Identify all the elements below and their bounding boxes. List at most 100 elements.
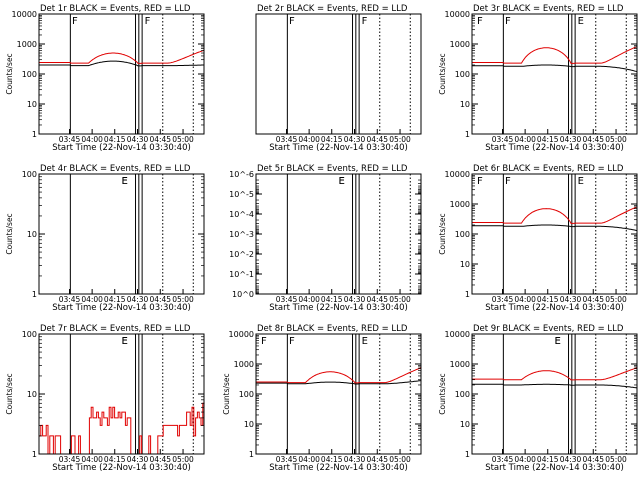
flag-marker: F [289, 16, 295, 27]
series-line [39, 402, 205, 455]
flag-marker: F [122, 336, 128, 347]
y-tick-label: 100 [239, 390, 254, 399]
x-tick-label: 04:00 [81, 455, 103, 464]
y-tick-label: 1000 [17, 40, 37, 49]
flag-marker: F [261, 336, 267, 347]
x-axis-label: Start Time (22-Nov-14 03:30:40) [485, 463, 624, 473]
x-tick-label: 04:00 [81, 295, 103, 304]
flag-marker: F [555, 336, 561, 347]
x-tick-label: 04:30 [127, 135, 149, 144]
y-tick-label: 1 [465, 290, 470, 299]
x-tick-label: 04:15 [321, 135, 343, 144]
flag-marker: E [122, 336, 128, 347]
series-line [256, 380, 422, 385]
x-tick-label: 04:15 [104, 455, 126, 464]
x-tick-label: 04:30 [344, 135, 366, 144]
x-axis-label: Start Time (22-Nov-14 03:30:40) [485, 303, 624, 313]
y-tick-label: 1 [32, 290, 37, 299]
plot-frame [38, 173, 205, 295]
flag-marker: F [289, 336, 295, 347]
y-tick-label: 10^0 [232, 290, 254, 299]
y-tick-label: 100 [22, 330, 37, 339]
plot-frame [255, 173, 422, 295]
x-tick-label: 04:30 [344, 455, 366, 464]
plot-frame [255, 13, 422, 135]
x-tick-label: 03:45 [276, 295, 298, 304]
flag-marker: F [339, 176, 345, 187]
x-tick-label: 04:00 [514, 135, 536, 144]
y-tick-label: 1000 [234, 360, 254, 369]
x-tick-label: 03:45 [59, 455, 81, 464]
x-tick-label: 03:45 [59, 135, 81, 144]
y-tick-label: 10000 [12, 10, 37, 19]
x-tick-label: 05:00 [605, 135, 627, 144]
x-tick-label: 04:30 [560, 135, 582, 144]
x-tick-label: 04:00 [298, 135, 320, 144]
y-tick-label: 10^-6 [229, 170, 254, 179]
y-tick-label: 10 [27, 230, 37, 239]
x-tick-label: 04:15 [321, 295, 343, 304]
x-axis-label: Start Time (22-Nov-14 03:30:40) [52, 303, 191, 313]
y-tick-label: 1000 [450, 360, 470, 369]
x-tick-label: 04:45 [149, 135, 171, 144]
series-line [472, 383, 638, 389]
y-tick-label: 100 [22, 70, 37, 79]
x-tick-label: 04:30 [560, 455, 582, 464]
x-tick-label: 04:15 [104, 135, 126, 144]
x-tick-label: 04:45 [582, 295, 604, 304]
panel-title: Det 2r BLACK = Events, RED = LLD [257, 4, 408, 14]
flag-marker: F [122, 176, 128, 187]
x-tick-label: 05:00 [172, 455, 194, 464]
x-axis-label: Start Time (22-Nov-14 03:30:40) [269, 303, 408, 313]
y-tick-label: 1 [465, 450, 470, 459]
x-tick-label: 05:00 [389, 455, 411, 464]
y-tick-label: 100 [22, 170, 37, 179]
series-line [472, 46, 638, 64]
flag-marker: E [122, 336, 128, 347]
chart-panel-7: Det 7r BLACK = Events, RED = LLD 1 10 100 03… [5, 324, 205, 473]
series-line [472, 224, 638, 232]
x-axis-label: Start Time (22-Nov-14 03:30:40) [269, 463, 408, 473]
chart-panel-6: Det 6r BLACK = Events, RED = LLD 1 10 100 10… [438, 164, 638, 313]
plot-frame [471, 173, 638, 295]
flag-marker: F [72, 16, 78, 27]
x-tick-label: 04:15 [104, 295, 126, 304]
plot-frame [255, 333, 422, 455]
x-tick-label: 04:45 [366, 135, 388, 144]
flag-marker: E [122, 176, 128, 187]
flag-marker: E [555, 336, 561, 347]
flag-marker: E [578, 16, 584, 27]
y-tick-label: 10000 [445, 10, 470, 19]
y-tick-label: 10^-3 [229, 230, 254, 239]
flag-marker: F [339, 176, 345, 187]
chart-panel-3: Det 3r BLACK = Events, RED = LLD 1 10 100 10… [438, 4, 638, 153]
flag-marker: F [145, 16, 151, 27]
flag-marker: E [555, 336, 561, 347]
x-tick-label: 04:45 [149, 295, 171, 304]
y-tick-label: 10 [460, 420, 470, 429]
y-tick-label: 10 [27, 390, 37, 399]
y-tick-label: 10^-1 [229, 270, 254, 279]
y-tick-label: 1000 [450, 40, 470, 49]
y-tick-label: 100 [455, 70, 470, 79]
chart-panel-9: Det 9r BLACK = Events, RED = LLD 1 10 100 10… [438, 324, 638, 473]
x-tick-label: 04:45 [582, 455, 604, 464]
panel-title: Det 3r BLACK = Events, RED = LLD [473, 4, 624, 14]
y-tick-label: 100 [455, 230, 470, 239]
x-tick-label: 03:45 [492, 295, 514, 304]
x-tick-label: 04:00 [81, 135, 103, 144]
flag-marker: E [362, 336, 368, 347]
y-tick-label: 10000 [229, 330, 254, 339]
panel-title: Det 1r BLACK = Events, RED = LLD [40, 4, 191, 14]
y-axis-label: Counts/sec [5, 53, 14, 94]
x-tick-label: 04:00 [298, 295, 320, 304]
flag-marker: F [505, 176, 511, 187]
flag-marker: F [505, 16, 511, 27]
x-tick-label: 04:30 [344, 295, 366, 304]
x-tick-label: 05:00 [389, 295, 411, 304]
x-tick-label: 04:30 [127, 455, 149, 464]
series-line [39, 60, 204, 67]
x-tick-label: 04:45 [149, 455, 171, 464]
panel-title: Det 6r BLACK = Events, RED = LLD [473, 164, 624, 174]
